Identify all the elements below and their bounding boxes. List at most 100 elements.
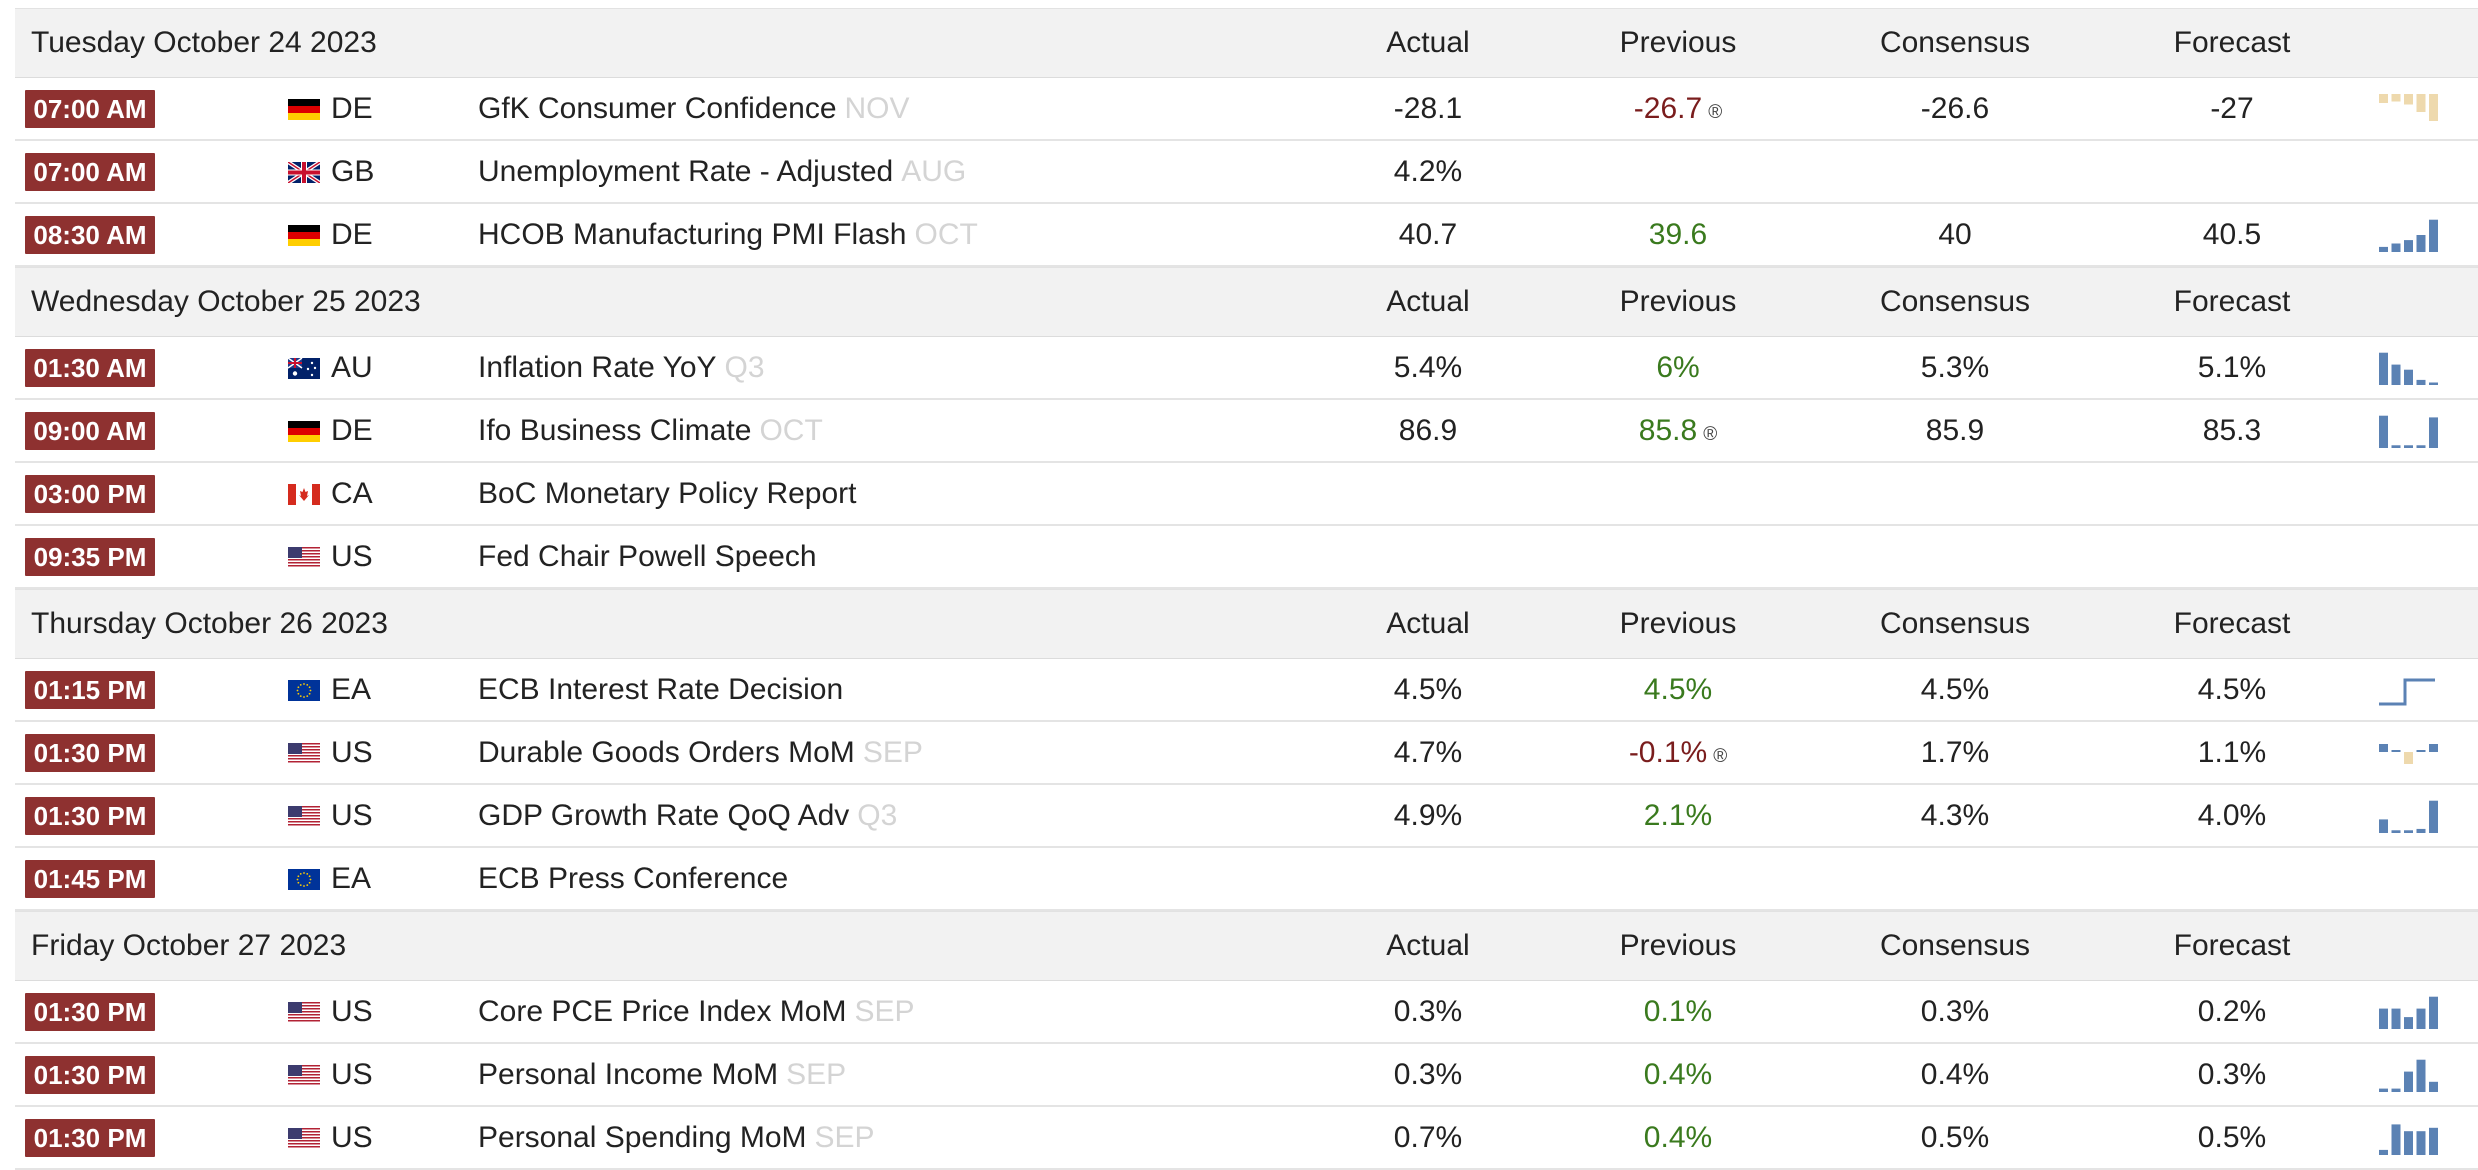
event-name: Ifo Business Climate (478, 414, 752, 447)
previous-value: 85.8 ® (1578, 400, 1778, 465)
event-time-badge: 01:45 PM (25, 860, 155, 898)
sparkline-bar (2404, 1131, 2413, 1155)
sparkline-step-line (2379, 678, 2435, 706)
event-row[interactable]: 07:00 AM GB Unemployment Rate - Adjusted AU… (15, 141, 2478, 204)
event-name-link[interactable]: Personal Income MoM SEP (478, 1044, 846, 1105)
consensus-value-text: 0.5% (1920, 1121, 1990, 1154)
event-row[interactable]: 01:30 PM US Durable Goods Orders MoM SEP 4.7… (15, 722, 2478, 785)
day-header: Wednesday October 25 2023 Actual Previous C… (15, 267, 2478, 337)
forecast-value: 1.1% (2132, 722, 2332, 783)
consensus-value: 0.3% (1855, 981, 2055, 1042)
event-row[interactable]: 01:30 PM US Core PCE Price Index MoM SEP 0.3… (15, 981, 2478, 1044)
actual-value: 4.7% (1328, 722, 1528, 783)
sparkline-bar (2416, 750, 2426, 752)
us-flag-icon (288, 1128, 320, 1149)
actual-value-text: -28.1 (1393, 92, 1463, 125)
actual-value: 0.3% (1328, 1044, 1528, 1105)
actual-value-text: 5.4% (1393, 351, 1463, 384)
event-row[interactable]: 01:30 AM AU Inflation Rate YoY Q3 5.4% 6% 5.3%… (15, 337, 2478, 400)
actual-value: 5.4% (1328, 337, 1528, 398)
forecast-value: -27 (2132, 78, 2332, 139)
forecast-value-text: 4.0% (2197, 799, 2267, 832)
forecast-value-text: -27 (2210, 92, 2254, 125)
forecast-value-text: 40.5 (2202, 218, 2262, 251)
event-row[interactable]: 01:15 PM EA ECB Interest Rate Decision 4.5%… (15, 659, 2478, 722)
column-header-previous: Previous (1619, 929, 1737, 962)
event-name-link[interactable]: Unemployment Rate - Adjusted AUG (478, 141, 966, 202)
event-name-link[interactable]: Durable Goods Orders MoM SEP (478, 722, 923, 783)
sparkline-bar (2391, 1124, 2401, 1155)
column-header-previous: Previous (1619, 285, 1737, 318)
event-reference-period: AUG (901, 155, 967, 188)
column-header-consensus: Consensus (1879, 929, 2031, 962)
sparkline-bar (2416, 94, 2426, 112)
sparkline-chart (2379, 1124, 2438, 1155)
event-reference-period: SEP (786, 1058, 847, 1091)
event-row[interactable]: 09:00 AM DE Ifo Business Climate OCT 86.9 85.… (15, 400, 2478, 463)
event-time-badge: 03:00 PM (25, 475, 155, 513)
event-name-link[interactable]: Ifo Business Climate OCT (478, 400, 823, 461)
event-name-link[interactable]: Core PCE Price Index MoM SEP (478, 981, 914, 1042)
sparkline-bar (2416, 235, 2426, 252)
event-reference-period: OCT (759, 414, 823, 447)
event-name-link[interactable]: HCOB Manufacturing PMI Flash OCT (478, 204, 978, 265)
event-name-link[interactable]: GDP Growth Rate QoQ Adv Q3 (478, 785, 897, 846)
previous-value: -26.7 ® (1578, 78, 1778, 143)
forecast-value: 0.3% (2132, 1044, 2332, 1105)
event-reference-period: NOV (844, 92, 910, 125)
previous-value-text: -26.7 (1633, 92, 1703, 125)
previous-value: 0.4% (1578, 1044, 1778, 1105)
gb-flag-icon (288, 162, 320, 183)
sparkline-bar (2429, 382, 2438, 385)
sparkline-bar (2391, 750, 2401, 752)
sparkline-bar (2391, 830, 2401, 833)
event-row[interactable]: 03:00 PM CA BoC Monetary Policy Report (15, 463, 2478, 526)
event-time-badge: 07:00 AM (25, 153, 155, 191)
event-row[interactable]: 09:35 PM US Fed Chair Powell Speech (15, 526, 2478, 589)
sparkline-bar (2379, 94, 2388, 103)
event-name-link[interactable]: GfK Consumer Confidence NOV (478, 78, 910, 139)
event-row[interactable]: 07:00 AM DE GfK Consumer Confidence NOV -28.… (15, 78, 2478, 141)
sparkline-bar (2429, 1127, 2438, 1155)
event-time-badge: 01:30 PM (25, 1056, 155, 1094)
country-code: DE (331, 218, 373, 251)
consensus-value: 0.4% (1855, 1044, 2055, 1105)
us-flag-icon (288, 547, 320, 568)
consensus-value-text: 0.4% (1920, 1058, 1990, 1091)
event-time-badge: 01:30 PM (25, 993, 155, 1031)
event-name-link[interactable]: Personal Spending MoM SEP (478, 1107, 875, 1168)
event-name-link[interactable]: ECB Press Conference (478, 848, 788, 909)
event-name-link[interactable]: BoC Monetary Policy Report (478, 463, 857, 524)
us-flag-icon (288, 1002, 320, 1023)
sparkline-bar (2379, 1008, 2388, 1029)
event-reference-period: SEP (862, 736, 923, 769)
country-code: GB (331, 155, 375, 188)
sparkline-bar (2404, 752, 2413, 764)
event-row[interactable]: 01:30 PM US Personal Income MoM SEP 0.3% 0.4%… (15, 1044, 2478, 1107)
event-reference-period: Q3 (857, 799, 898, 832)
sparkline-chart (2379, 415, 2438, 448)
actual-value: 4.9% (1328, 785, 1528, 846)
event-name-link[interactable]: ECB Interest Rate Decision (478, 659, 843, 720)
consensus-value-text: -26.6 (1920, 92, 1990, 125)
actual-value: 40.7 (1328, 204, 1528, 265)
sparkline-chart (2379, 1059, 2438, 1092)
sparkline-bar (2379, 352, 2388, 385)
forecast-value-text: 0.5% (2197, 1121, 2267, 1154)
event-row[interactable]: 01:30 PM US Personal Spending MoM SEP 0.7% 0.… (15, 1107, 2478, 1170)
event-row[interactable]: 08:30 AM DE HCOB Manufacturing PMI Flash OC… (15, 204, 2478, 267)
event-name-link[interactable]: Fed Chair Powell Speech (478, 526, 817, 587)
consensus-value-text: 85.9 (1925, 414, 1985, 447)
event-name-link[interactable]: Inflation Rate YoY Q3 (478, 337, 765, 398)
revised-marker: ® (1708, 102, 1723, 123)
sparkline-chart (2379, 352, 2438, 385)
actual-value-text: 86.9 (1398, 414, 1458, 447)
actual-value-text: 40.7 (1398, 218, 1458, 251)
actual-value-text: 4.2% (1393, 155, 1463, 188)
event-row[interactable]: 01:30 PM US GDP Growth Rate QoQ Adv Q3 4.9% 2… (15, 785, 2478, 848)
sparkline-chart (2379, 219, 2438, 252)
event-row[interactable]: 01:45 PM EA ECB Press Conference (15, 848, 2478, 911)
au-flag-icon (288, 358, 320, 379)
event-time-badge: 01:30 PM (25, 797, 155, 835)
sparkline-bar (2429, 1081, 2438, 1092)
